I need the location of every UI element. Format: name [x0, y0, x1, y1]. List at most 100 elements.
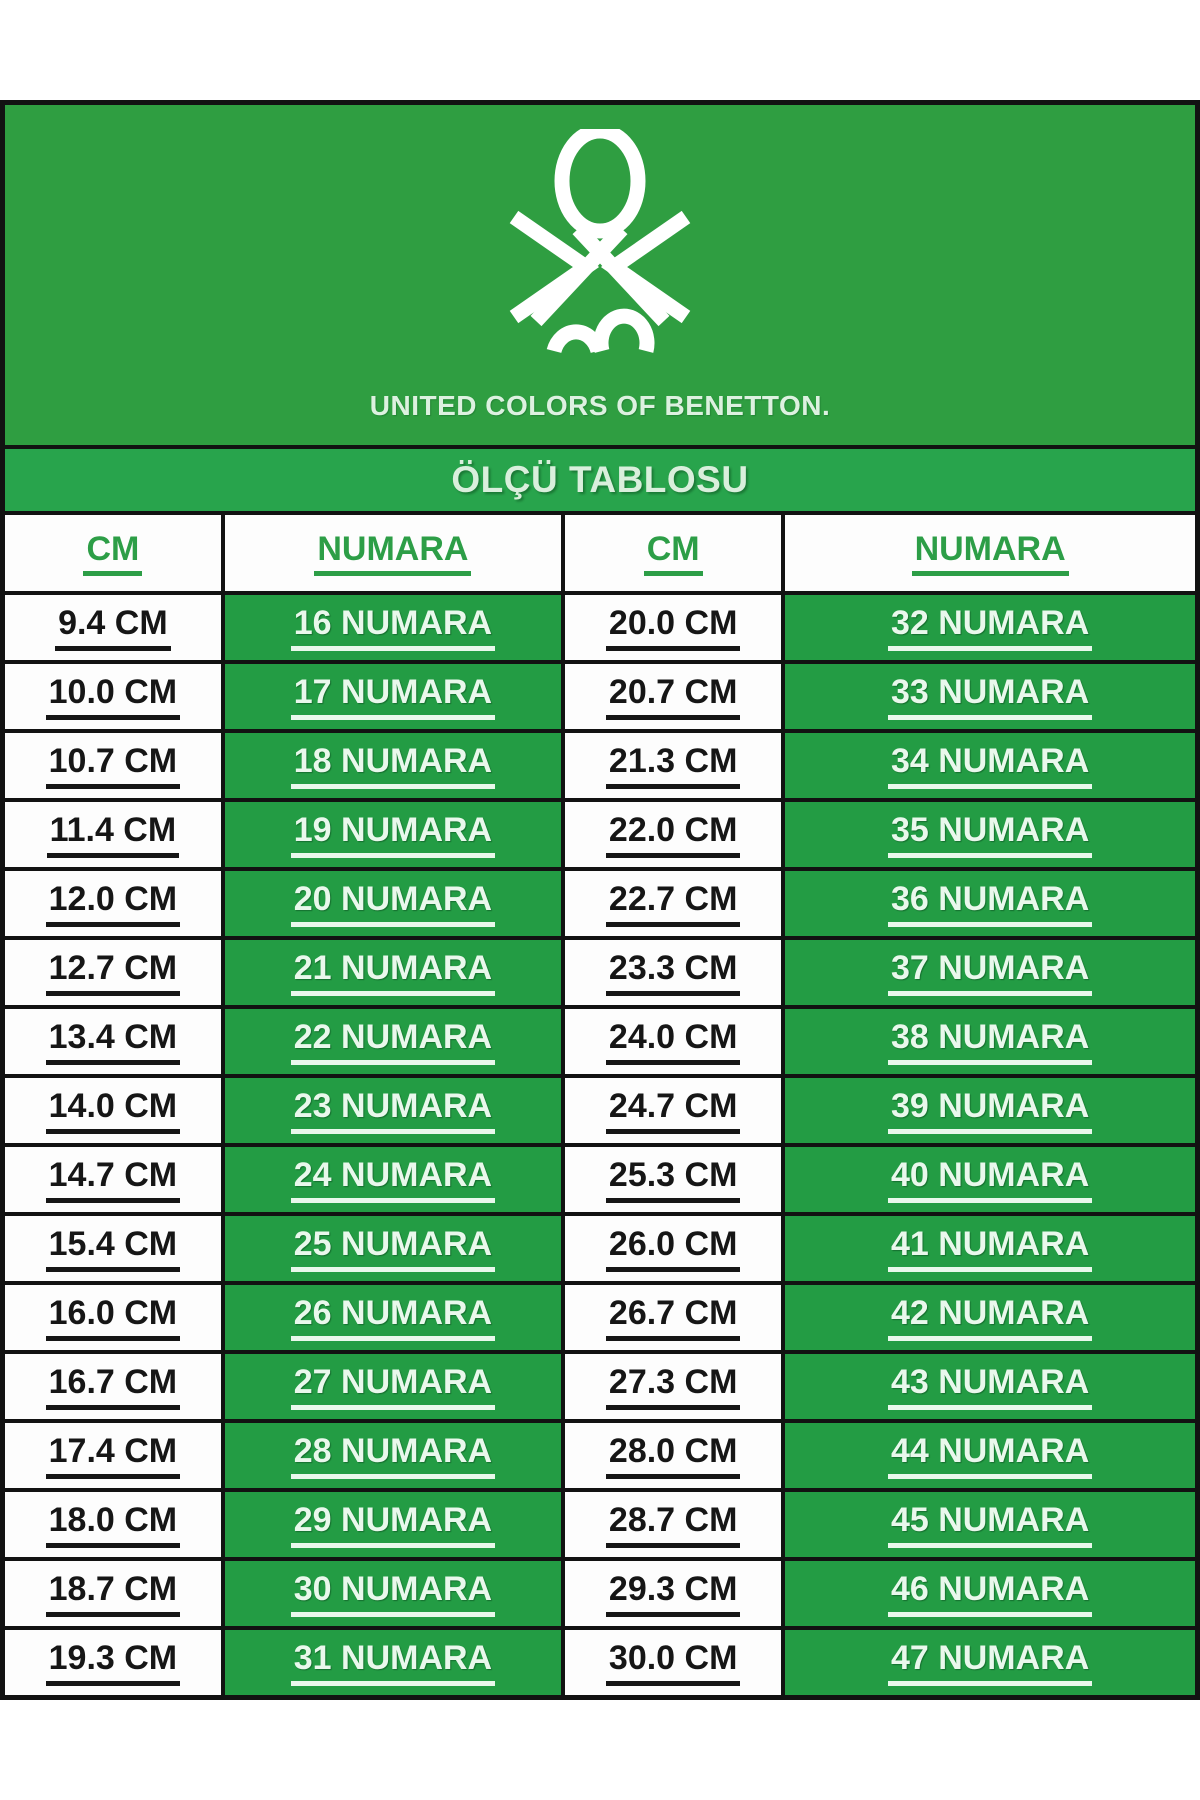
size-table: CM NUMARA CM NUMARA 9.4 CM 16 NUMARA 20.0 … [3, 513, 1197, 1697]
table-row: 14.0 CM 23 NUMARA 24.7 CM 39 NUMARA [3, 1074, 1197, 1147]
cell-text: 9.4 CM [55, 605, 171, 651]
cell-text: 32 NUMARA [887, 605, 1093, 651]
numara-value-cell: 36 NUMARA [781, 867, 1197, 940]
cell-text: 19.3 CM [45, 1640, 181, 1686]
cell-text: 27 NUMARA [290, 1364, 496, 1410]
cell-text: 24.0 CM [605, 1019, 741, 1065]
cm-value-cell: 26.0 CM [561, 1212, 786, 1285]
col-header-numara-right: NUMARA [781, 513, 1197, 595]
cell-text: 37 NUMARA [887, 950, 1093, 996]
cell-text: 45 NUMARA [887, 1502, 1093, 1548]
numara-value-cell: 28 NUMARA [220, 1419, 566, 1492]
cm-value-cell: 9.4 CM [3, 591, 225, 664]
cm-value-cell: 21.3 CM [561, 729, 786, 802]
cell-text: 43 NUMARA [887, 1364, 1093, 1410]
cell-text: 19 NUMARA [290, 812, 496, 858]
cell-text: 39 NUMARA [887, 1088, 1093, 1134]
numara-value-cell: 25 NUMARA [220, 1212, 566, 1285]
cell-text: 10.7 CM [45, 743, 181, 789]
cell-text: 28 NUMARA [290, 1433, 496, 1479]
cell-text: 20.0 CM [605, 605, 741, 651]
numara-value-cell: 21 NUMARA [220, 936, 566, 1009]
cm-value-cell: 25.3 CM [561, 1143, 786, 1216]
cm-value-cell: 28.7 CM [561, 1488, 786, 1561]
cm-value-cell: 22.7 CM [561, 867, 786, 940]
cell-text: 31 NUMARA [290, 1640, 496, 1686]
cell-text: 18 NUMARA [290, 743, 496, 789]
cell-text: 21 NUMARA [290, 950, 496, 996]
cell-text: 20.7 CM [605, 674, 741, 720]
cell-text: 17 NUMARA [290, 674, 496, 720]
cell-text: 40 NUMARA [887, 1157, 1093, 1203]
numara-value-cell: 45 NUMARA [781, 1488, 1197, 1561]
numara-value-cell: 23 NUMARA [220, 1074, 566, 1147]
numara-value-cell: 30 NUMARA [220, 1557, 566, 1630]
table-row: 10.7 CM 18 NUMARA 21.3 CM 34 NUMARA [3, 729, 1197, 802]
cm-value-cell: 20.0 CM [561, 591, 786, 664]
numara-value-cell: 24 NUMARA [220, 1143, 566, 1216]
cell-text: 25 NUMARA [290, 1226, 496, 1272]
cell-text: 14.7 CM [45, 1157, 181, 1203]
cell-text: 17.4 CM [45, 1433, 181, 1479]
cell-text: 26.0 CM [605, 1226, 741, 1272]
col-header-text: NUMARA [911, 531, 1069, 577]
cell-text: 10.0 CM [45, 674, 181, 720]
cm-value-cell: 14.7 CM [3, 1143, 225, 1216]
numara-value-cell: 38 NUMARA [781, 1005, 1197, 1078]
numara-value-cell: 27 NUMARA [220, 1350, 566, 1423]
cell-text: 22.0 CM [605, 812, 741, 858]
cell-text: 14.0 CM [45, 1088, 181, 1134]
cm-value-cell: 27.3 CM [561, 1350, 786, 1423]
cm-value-cell: 16.0 CM [3, 1281, 225, 1354]
cell-text: 11.4 CM [46, 812, 180, 858]
cell-text: 47 NUMARA [887, 1640, 1093, 1686]
numara-value-cell: 29 NUMARA [220, 1488, 566, 1561]
numara-value-cell: 39 NUMARA [781, 1074, 1197, 1147]
cm-value-cell: 16.7 CM [3, 1350, 225, 1423]
cm-value-cell: 18.0 CM [3, 1488, 225, 1561]
cm-value-cell: 24.0 CM [561, 1005, 786, 1078]
table-row: 14.7 CM 24 NUMARA 25.3 CM 40 NUMARA [3, 1143, 1197, 1216]
numara-value-cell: 32 NUMARA [781, 591, 1197, 664]
chart-frame: UNITED COLORS OF BENETTON. ÖLÇÜ TABLOSU … [0, 100, 1200, 1700]
cm-value-cell: 30.0 CM [561, 1626, 786, 1697]
cell-text: 28.0 CM [605, 1433, 741, 1479]
cm-value-cell: 11.4 CM [3, 798, 225, 871]
table-row: 18.7 CM 30 NUMARA 29.3 CM 46 NUMARA [3, 1557, 1197, 1630]
numara-value-cell: 44 NUMARA [781, 1419, 1197, 1492]
table-row: 12.0 CM 20 NUMARA 22.7 CM 36 NUMARA [3, 867, 1197, 940]
table-body: 9.4 CM 16 NUMARA 20.0 CM 32 NUMARA 10.0 CM 17… [3, 591, 1197, 1697]
cm-value-cell: 23.3 CM [561, 936, 786, 1009]
col-header-text: NUMARA [314, 531, 472, 577]
cell-text: 41 NUMARA [887, 1226, 1093, 1272]
title-band: ÖLÇÜ TABLOSU [5, 445, 1195, 515]
brand-wordmark: UNITED COLORS OF BENETTON. [369, 390, 831, 421]
cm-value-cell: 19.3 CM [3, 1626, 225, 1697]
cell-text: 33 NUMARA [887, 674, 1093, 720]
cm-value-cell: 10.7 CM [3, 729, 225, 802]
page-title: ÖLÇÜ TABLOSU [451, 459, 749, 500]
cm-value-cell: 12.7 CM [3, 936, 225, 1009]
table-header-row: CM NUMARA CM NUMARA [3, 513, 1197, 595]
cm-value-cell: 18.7 CM [3, 1557, 225, 1630]
cell-text: 34 NUMARA [887, 743, 1093, 789]
cell-text: 25.3 CM [605, 1157, 741, 1203]
table-row: 11.4 CM 19 NUMARA 22.0 CM 35 NUMARA [3, 798, 1197, 871]
col-header-cm-left: CM [3, 513, 225, 595]
numara-value-cell: 33 NUMARA [781, 660, 1197, 733]
cell-text: 16.0 CM [45, 1295, 181, 1341]
numara-value-cell: 35 NUMARA [781, 798, 1197, 871]
cell-text: 24.7 CM [605, 1088, 741, 1134]
table-row: 10.0 CM 17 NUMARA 20.7 CM 33 NUMARA [3, 660, 1197, 733]
cell-text: 28.7 CM [605, 1502, 741, 1548]
cell-text: 12.0 CM [45, 881, 181, 927]
cell-text: 26.7 CM [605, 1295, 741, 1341]
col-header-text: CM [83, 531, 143, 577]
cell-text: 26 NUMARA [290, 1295, 496, 1341]
cell-text: 16 NUMARA [290, 605, 496, 651]
cell-text: 18.0 CM [45, 1502, 181, 1548]
cm-value-cell: 14.0 CM [3, 1074, 225, 1147]
benetton-knot-logo-icon [509, 129, 691, 354]
cm-value-cell: 17.4 CM [3, 1419, 225, 1492]
numara-value-cell: 22 NUMARA [220, 1005, 566, 1078]
